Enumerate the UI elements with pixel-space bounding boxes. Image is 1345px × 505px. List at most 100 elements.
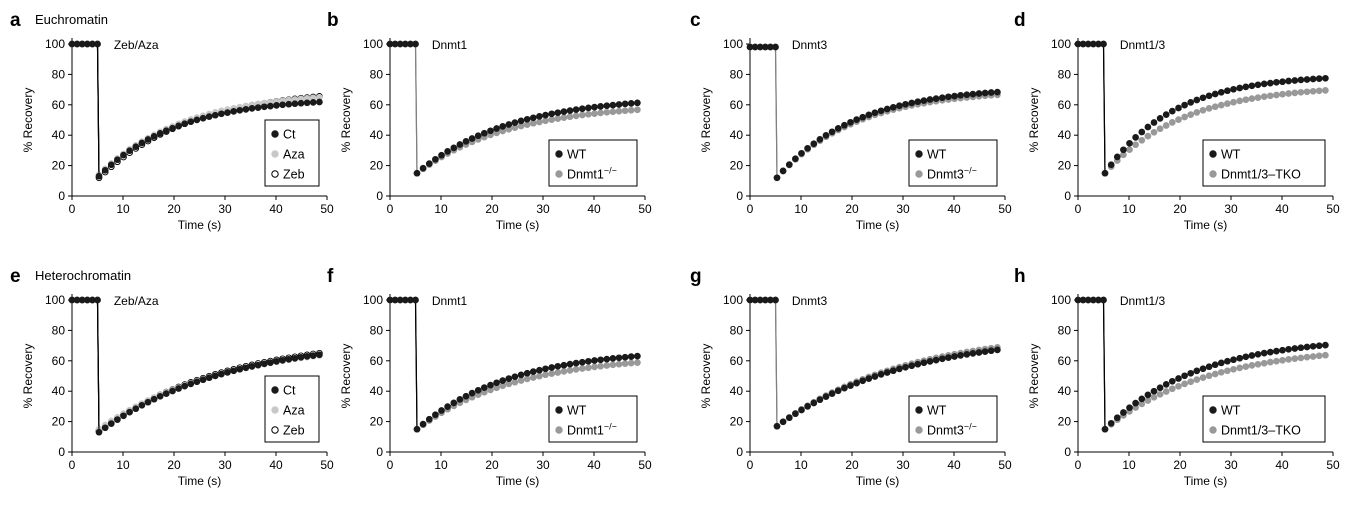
y-tick-label: 80 (730, 67, 744, 81)
data-point (529, 119, 537, 127)
data-point (810, 399, 818, 407)
data-point (126, 408, 133, 416)
legend-box (908, 139, 998, 187)
data-point (1132, 141, 1139, 149)
data-point (1285, 345, 1292, 353)
y-tick-label: 20 (730, 159, 744, 173)
data-point (1315, 75, 1323, 82)
data-point (828, 128, 836, 136)
data-point (566, 367, 574, 374)
data-point (1303, 353, 1311, 361)
data-point (603, 108, 611, 116)
legend-box (1202, 139, 1326, 187)
data-point (1144, 397, 1152, 404)
data-point (187, 118, 195, 126)
data-point (1322, 341, 1329, 349)
x-tick-label: 0 (1075, 202, 1082, 216)
data-point (969, 350, 977, 357)
x-tick-label: 0 (69, 202, 76, 216)
data-point (480, 384, 488, 391)
data-point (914, 360, 922, 368)
data-point (181, 382, 189, 390)
data-point (945, 93, 952, 101)
data-point (1156, 115, 1164, 122)
y-tick-label: 80 (370, 323, 384, 337)
data-point (1175, 375, 1182, 382)
data-point (432, 411, 439, 419)
x-tick-label: 0 (387, 458, 394, 472)
data-point (1100, 40, 1107, 48)
data-point (218, 110, 225, 118)
legend-marker (271, 170, 279, 178)
legend-superscript: −/− (604, 422, 617, 432)
data-point (1187, 369, 1195, 377)
data-point (450, 144, 458, 152)
data-point (1156, 384, 1164, 392)
data-point (230, 367, 238, 375)
data-point (95, 428, 103, 436)
data-point (981, 89, 989, 97)
y-tick-label: 60 (52, 354, 66, 368)
data-point (1132, 134, 1139, 141)
x-tick-label: 30 (218, 458, 232, 472)
data-point (566, 113, 574, 121)
data-point (511, 378, 519, 386)
data-point (914, 98, 922, 106)
annotation-label: Dnmt3 (792, 38, 828, 52)
data-point (211, 111, 219, 119)
data-point (517, 371, 525, 379)
data-point (1150, 119, 1158, 126)
data-point (1205, 363, 1213, 371)
data-point (224, 369, 231, 376)
data-point (1205, 105, 1213, 112)
bleach-line (72, 43, 100, 175)
data-point (267, 102, 274, 110)
data-point (591, 357, 598, 364)
data-point (444, 148, 451, 155)
data-point (804, 403, 811, 410)
data-point (150, 133, 158, 140)
y-tick-label: 60 (370, 354, 384, 368)
data-point (1181, 380, 1188, 388)
x-tick-label: 10 (116, 458, 130, 472)
data-point (1199, 94, 1207, 102)
legend-superscript: −/− (964, 422, 977, 432)
data-point (578, 358, 586, 366)
data-point (169, 387, 176, 395)
data-point (945, 354, 952, 361)
panel-a: a Euchromatin 0 20 40 60 80 100 0 10 20 30 40 50 Time … (10, 10, 334, 232)
y-tick-label: 0 (736, 445, 743, 459)
data-point (889, 103, 897, 111)
data-point (432, 155, 439, 163)
data-point (156, 130, 164, 137)
data-point (1107, 419, 1115, 427)
y-tick-label: 60 (1058, 98, 1072, 112)
data-point (566, 107, 574, 114)
data-point (193, 116, 201, 124)
y-tick-label: 100 (45, 37, 65, 51)
legend-label: Dnmt1/3–TKO (1221, 168, 1301, 182)
x-tick-label: 50 (320, 202, 334, 216)
data-point (199, 114, 207, 122)
data-point (1168, 377, 1176, 385)
data-point (1291, 355, 1299, 362)
legend: Ct Aza Zeb (264, 375, 320, 443)
data-point (144, 398, 152, 406)
y-tick-label: 80 (1058, 323, 1072, 337)
data-point (1224, 100, 1231, 107)
panel-letter: e (10, 266, 21, 287)
x-tick-label: 40 (587, 458, 601, 472)
data-point (902, 100, 909, 108)
y-tick-label: 0 (736, 189, 743, 203)
data-point (224, 109, 231, 116)
data-point (1285, 356, 1292, 363)
x-tick-label: 40 (269, 202, 283, 216)
data-point (425, 160, 433, 167)
data-point (1224, 87, 1231, 95)
data-point (597, 356, 604, 364)
data-point (101, 166, 109, 174)
panel-h: h 0 20 40 60 80 100 0 10 20 30 40 50 Time (s) % Recove… (1014, 266, 1340, 488)
data-point (468, 389, 476, 397)
